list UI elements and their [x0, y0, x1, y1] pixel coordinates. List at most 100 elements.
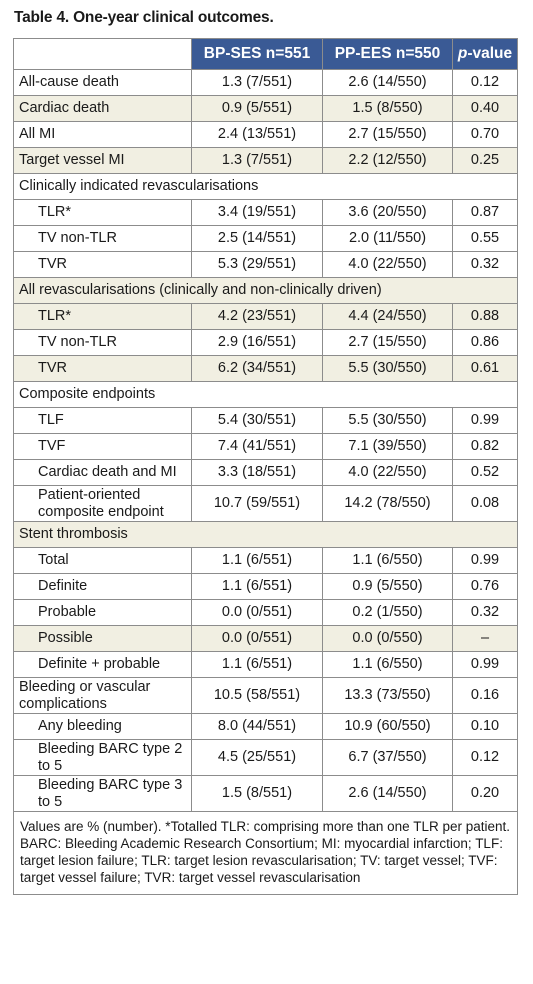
outcomes-table-container: BP-SES n=551 PP-EES n=550 p-value All-ca… — [13, 38, 518, 895]
cell-pp-ees: 3.6 (20/550) — [322, 199, 453, 226]
section-row: Composite endpoints — [13, 381, 518, 408]
cell-p-value: 0.86 — [452, 329, 518, 356]
header-p-rest: -value — [467, 45, 513, 62]
cell-p-value: 0.25 — [452, 147, 518, 174]
row-label: All-cause death — [13, 69, 192, 96]
section-heading: Composite endpoints — [13, 381, 518, 408]
cell-p-value: 0.70 — [452, 121, 518, 148]
table-row: Probable 0.0 (0/551) 0.2 (1/550) 0.32 — [13, 599, 518, 626]
section-heading: Stent thrombosis — [13, 521, 518, 548]
cell-bp-ses: 0.9 (5/551) — [191, 95, 323, 122]
row-label: TLR* — [13, 199, 192, 226]
row-label: Any bleeding — [13, 713, 192, 740]
table-row: Target vessel MI 1.3 (7/551) 2.2 (12/550) 0… — [13, 147, 518, 174]
cell-p-value: 0.99 — [452, 651, 518, 678]
cell-pp-ees: 5.5 (30/550) — [322, 407, 453, 434]
cell-pp-ees: 1.1 (6/550) — [322, 547, 453, 574]
section-row: All revascularisations (clinically and n… — [13, 277, 518, 304]
table-body: All-cause death 1.3 (7/551) 2.6 (14/550) 0.… — [13, 69, 518, 895]
footnote-row: Values are % (number). *Totalled TLR: co… — [13, 811, 518, 895]
cell-bp-ses: 5.4 (30/551) — [191, 407, 323, 434]
cell-bp-ses: 3.4 (19/551) — [191, 199, 323, 226]
cell-p-value: 0.88 — [452, 303, 518, 330]
section-row: Clinically indicated revascularisations — [13, 173, 518, 200]
table-row: Definite 1.1 (6/551) 0.9 (5/550) 0.76 — [13, 573, 518, 600]
cell-p-value: 0.12 — [452, 739, 518, 776]
cell-p-value: 0.16 — [452, 677, 518, 714]
cell-p-value: 0.32 — [452, 251, 518, 278]
table-row: TVR 5.3 (29/551) 4.0 (22/550) 0.32 — [13, 251, 518, 278]
header-p-italic: p — [457, 45, 468, 62]
cell-p-value: 0.52 — [452, 459, 518, 486]
cell-pp-ees: 2.7 (15/550) — [322, 121, 453, 148]
row-label: TVF — [13, 433, 192, 460]
cell-pp-ees: 1.1 (6/550) — [322, 651, 453, 678]
table-row: Bleeding BARC type 3 to 5 1.5 (8/551) 2.6 … — [13, 775, 518, 812]
table-row: Any bleeding 8.0 (44/551) 10.9 (60/550) 0.1… — [13, 713, 518, 740]
table-row: Bleeding BARC type 2 to 5 4.5 (25/551) 6.7… — [13, 739, 518, 776]
cell-bp-ses: 8.0 (44/551) — [191, 713, 323, 740]
cell-bp-ses: 1.1 (6/551) — [191, 651, 323, 678]
row-label: Probable — [13, 599, 192, 626]
table-footnote: Values are % (number). *Totalled TLR: co… — [13, 811, 518, 895]
cell-bp-ses: 5.3 (29/551) — [191, 251, 323, 278]
row-label: All MI — [13, 121, 192, 148]
cell-pp-ees: 7.1 (39/550) — [322, 433, 453, 460]
cell-bp-ses: 1.1 (6/551) — [191, 573, 323, 600]
cell-p-value: 0.20 — [452, 775, 518, 812]
section-heading: All revascularisations (clinically and n… — [13, 277, 518, 304]
cell-p-value: 0.40 — [452, 95, 518, 122]
row-label: TVR — [13, 355, 192, 382]
cell-bp-ses: 10.5 (58/551) — [191, 677, 323, 714]
row-label: Bleeding BARC type 3 to 5 — [13, 775, 192, 812]
table-row: TLF 5.4 (30/551) 5.5 (30/550) 0.99 — [13, 407, 518, 434]
cell-p-value: 0.08 — [452, 485, 518, 522]
table-row: TVR 6.2 (34/551) 5.5 (30/550) 0.61 — [13, 355, 518, 382]
cell-pp-ees: 13.3 (73/550) — [322, 677, 453, 714]
outcomes-table: BP-SES n=551 PP-EES n=550 p-value All-ca… — [13, 38, 518, 895]
row-label: Target vessel MI — [13, 147, 192, 174]
cell-pp-ees: 2.7 (15/550) — [322, 329, 453, 356]
row-label: TV non-TLR — [13, 329, 192, 356]
table-row: Bleeding or vascular complications 10.5 (… — [13, 677, 518, 714]
cell-bp-ses: 1.5 (8/551) — [191, 775, 323, 812]
cell-bp-ses: 2.5 (14/551) — [191, 225, 323, 252]
row-label: TVR — [13, 251, 192, 278]
table-row: Cardiac death and MI 3.3 (18/551) 4.0 (22/… — [13, 459, 518, 486]
table-row: Possible 0.0 (0/551) 0.0 (0/550) – — [13, 625, 518, 652]
cell-p-value: 0.55 — [452, 225, 518, 252]
row-label: Patient-oriented composite endpoint — [13, 485, 192, 522]
section-heading: Clinically indicated revascularisations — [13, 173, 518, 200]
cell-pp-ees: 6.7 (37/550) — [322, 739, 453, 776]
cell-pp-ees: 10.9 (60/550) — [322, 713, 453, 740]
row-label: Definite — [13, 573, 192, 600]
cell-p-value: 0.99 — [452, 407, 518, 434]
table-row: TV non-TLR 2.9 (16/551) 2.7 (15/550) 0.86 — [13, 329, 518, 356]
cell-pp-ees: 2.6 (14/550) — [322, 69, 453, 96]
cell-bp-ses: 2.4 (13/551) — [191, 121, 323, 148]
row-label: TLR* — [13, 303, 192, 330]
row-label: Possible — [13, 625, 192, 652]
cell-p-value: 0.61 — [452, 355, 518, 382]
cell-pp-ees: 2.0 (11/550) — [322, 225, 453, 252]
table-row: Total 1.1 (6/551) 1.1 (6/550) 0.99 — [13, 547, 518, 574]
cell-bp-ses: 1.3 (7/551) — [191, 69, 323, 96]
cell-bp-ses: 2.9 (16/551) — [191, 329, 323, 356]
cell-p-value: 0.76 — [452, 573, 518, 600]
cell-p-value: 0.10 — [452, 713, 518, 740]
row-label: Bleeding BARC type 2 to 5 — [13, 739, 192, 776]
cell-pp-ees: 4.4 (24/550) — [322, 303, 453, 330]
table-row: Definite + probable 1.1 (6/551) 1.1 (6/550… — [13, 651, 518, 678]
cell-pp-ees: 2.2 (12/550) — [322, 147, 453, 174]
row-label: TLF — [13, 407, 192, 434]
cell-bp-ses: 0.0 (0/551) — [191, 599, 323, 626]
table-row: TV non-TLR 2.5 (14/551) 2.0 (11/550) 0.55 — [13, 225, 518, 252]
cell-bp-ses: 0.0 (0/551) — [191, 625, 323, 652]
table-row: TLR* 3.4 (19/551) 3.6 (20/550) 0.87 — [13, 199, 518, 226]
header-bp-ses: BP-SES n=551 — [191, 38, 323, 70]
cell-p-value: – — [452, 625, 518, 652]
cell-bp-ses: 4.5 (25/551) — [191, 739, 323, 776]
table-row: TLR* 4.2 (23/551) 4.4 (24/550) 0.88 — [13, 303, 518, 330]
table-row: TVF 7.4 (41/551) 7.1 (39/550) 0.82 — [13, 433, 518, 460]
cell-pp-ees: 0.2 (1/550) — [322, 599, 453, 626]
